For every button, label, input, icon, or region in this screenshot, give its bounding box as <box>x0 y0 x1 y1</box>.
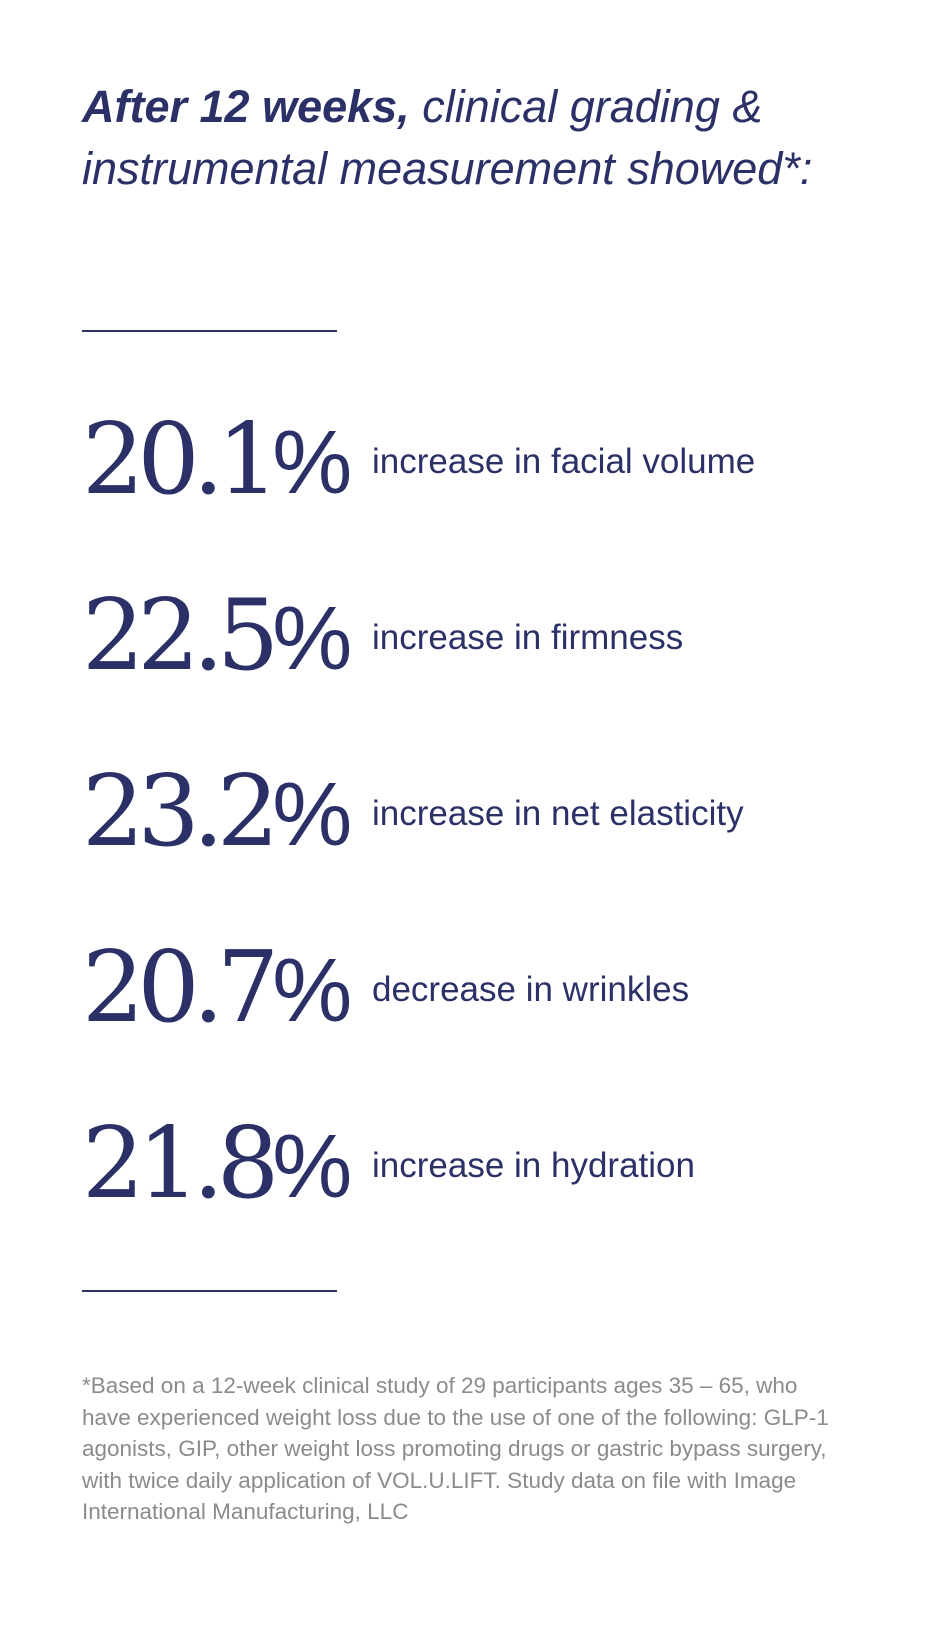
stat-row: 20.1% increase in facial volume <box>82 408 922 584</box>
top-divider <box>82 330 337 332</box>
stat-label: increase in net elasticity <box>372 794 744 833</box>
stat-number: 21.8 <box>82 1107 279 1221</box>
stat-value: 21.8% <box>82 1112 352 1219</box>
stat-unit: % <box>272 413 353 513</box>
stat-row: 23.2% increase in net elasticity <box>82 760 922 936</box>
stat-value: 20.1% <box>82 408 352 515</box>
stat-value: 22.5% <box>82 584 352 691</box>
stat-number: 23.2 <box>82 755 279 869</box>
stat-value: 20.7% <box>82 936 352 1043</box>
bottom-divider <box>82 1290 337 1292</box>
stat-unit: % <box>272 589 353 689</box>
stat-number: 20.7 <box>82 931 279 1045</box>
stat-unit: % <box>272 1117 353 1217</box>
stat-label: increase in firmness <box>372 618 684 657</box>
stat-number: 20.1 <box>82 403 279 517</box>
stat-unit: % <box>272 765 353 865</box>
stats-list: 20.1% increase in facial volume 22.5% in… <box>82 408 922 1288</box>
headline-rest: clinical grading & instrumental measurem… <box>82 81 813 194</box>
stat-row: 20.7% decrease in wrinkles <box>82 936 922 1112</box>
stat-value: 23.2% <box>82 760 352 867</box>
stat-number: 22.5 <box>82 579 279 693</box>
headline-bold: After 12 weeks, <box>82 81 410 132</box>
stat-unit: % <box>272 941 353 1041</box>
stat-label: decrease in wrinkles <box>372 970 690 1009</box>
stat-row: 21.8% increase in hydration <box>82 1112 922 1288</box>
stat-row: 22.5% increase in firmness <box>82 584 922 760</box>
headline: After 12 weeks, clinical grading & instr… <box>82 76 882 200</box>
stat-label: increase in facial volume <box>372 442 756 481</box>
footnote: *Based on a 12-week clinical study of 29… <box>82 1373 829 1524</box>
stat-label: increase in hydration <box>372 1146 695 1185</box>
